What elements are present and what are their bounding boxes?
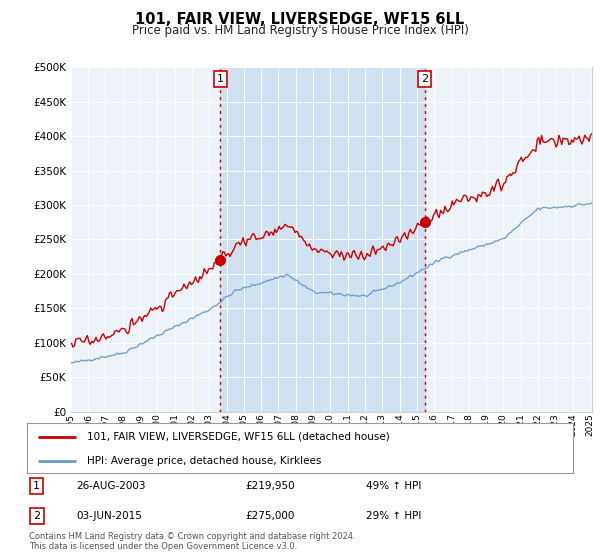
Text: Contains HM Land Registry data © Crown copyright and database right 2024.
This d: Contains HM Land Registry data © Crown c…	[29, 532, 355, 552]
Bar	[220, 67, 425, 412]
Text: 49% ↑ HPI: 49% ↑ HPI	[365, 481, 421, 491]
Text: 03-JUN-2015: 03-JUN-2015	[76, 511, 142, 521]
Bar	[220, 67, 425, 412]
Text: 1: 1	[34, 481, 40, 491]
Text: 101, FAIR VIEW, LIVERSEDGE, WF15 6LL (detached house): 101, FAIR VIEW, LIVERSEDGE, WF15 6LL (de…	[87, 432, 390, 442]
Text: HPI: Average price, detached house, Kirklees: HPI: Average price, detached house, Kirk…	[87, 456, 322, 465]
Text: 29% ↑ HPI: 29% ↑ HPI	[365, 511, 421, 521]
Text: £275,000: £275,000	[245, 511, 295, 521]
Text: 26-AUG-2003: 26-AUG-2003	[76, 481, 146, 491]
Text: 1: 1	[217, 74, 224, 84]
Text: 101, FAIR VIEW, LIVERSEDGE, WF15 6LL: 101, FAIR VIEW, LIVERSEDGE, WF15 6LL	[136, 12, 464, 27]
Text: Price paid vs. HM Land Registry's House Price Index (HPI): Price paid vs. HM Land Registry's House …	[131, 24, 469, 36]
Text: 2: 2	[33, 511, 40, 521]
Text: £219,950: £219,950	[245, 481, 295, 491]
Text: 2: 2	[421, 74, 428, 84]
